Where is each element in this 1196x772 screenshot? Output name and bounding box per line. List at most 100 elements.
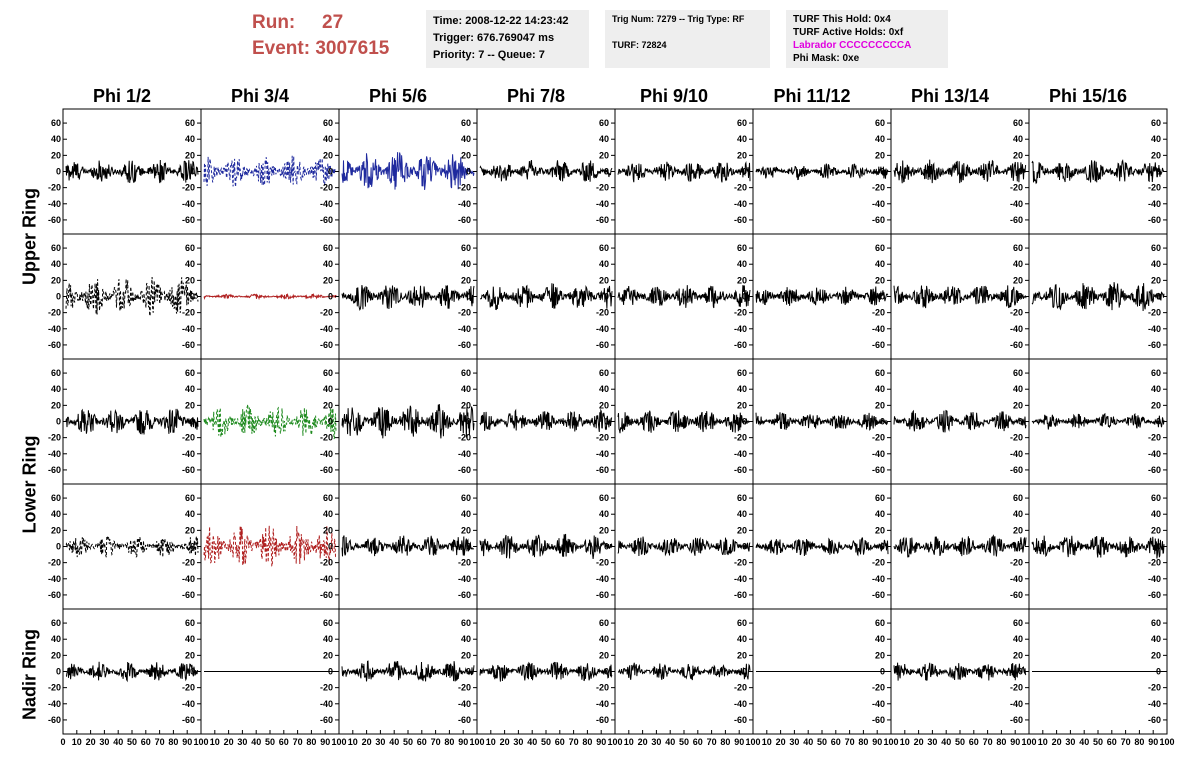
y-tick-label: -60 [458,215,471,225]
y-tick-label: 0 [742,167,747,177]
x-tick-label: 100 [1159,737,1174,747]
y-tick-label: -60 [458,590,471,600]
y-tick-label: -60 [596,590,609,600]
x-tick-label: 10 [486,737,496,747]
y-tick-label: 40 [1013,509,1023,519]
x-tick-label: 80 [168,737,178,747]
y-tick-label: 40 [599,509,609,519]
waveform-line [65,159,199,184]
y-tick-label: -60 [1148,465,1161,475]
y-tick-label: 0 [604,542,609,552]
y-tick-label: 0 [56,167,61,177]
waveform-line [65,661,199,683]
y-tick-label: 20 [323,400,333,410]
y-tick-label: -20 [1148,183,1161,193]
y-tick-label: 0 [880,667,885,677]
y-tick-label: 40 [461,259,471,269]
y-tick-label: 40 [737,384,747,394]
y-tick-label: -60 [734,465,747,475]
y-tick-label: 20 [737,650,747,660]
x-tick-label: 100 [193,737,208,747]
waveform-line [1031,282,1165,312]
x-tick-label: 30 [1065,737,1075,747]
y-tick-label: 40 [599,384,609,394]
x-tick-label: 100 [607,737,622,747]
x-tick-label: 60 [831,737,841,747]
y-tick-label: 60 [323,243,333,253]
x-tick-label: 70 [845,737,855,747]
y-tick-label: -40 [1148,574,1161,584]
y-tick-label: 60 [737,243,747,253]
x-tick-label: 40 [803,737,813,747]
y-tick-label: -60 [596,465,609,475]
turf-this-hold-text: TURF This Hold: 0x4 [793,14,891,25]
y-tick-label: 20 [323,650,333,660]
y-tick-label: -40 [182,699,195,709]
y-tick-label: -20 [1148,433,1161,443]
y-tick-label: -20 [182,683,195,693]
y-tick-label: 40 [461,634,471,644]
x-tick-label: 70 [707,737,717,747]
y-tick-label: -60 [1148,215,1161,225]
y-tick-label: 20 [51,650,61,660]
y-tick-label: 40 [461,134,471,144]
y-tick-label: 60 [1013,618,1023,628]
x-tick-label: 40 [389,737,399,747]
labrador-text: Labrador CCCCCCCCCA [793,40,912,51]
y-tick-label: -20 [48,308,61,318]
y-tick-label: 40 [185,134,195,144]
waveform-line [65,276,199,317]
y-tick-label: -40 [596,449,609,459]
y-tick-label: 0 [328,542,333,552]
y-tick-label: 20 [323,150,333,160]
y-tick-label: 60 [599,493,609,503]
y-tick-label: 0 [328,167,333,177]
run-event-box: Run: 27 Event: 3007615 [252,10,389,62]
panel-frame [62,358,202,485]
x-tick-label: 20 [776,737,786,747]
y-tick-label: -60 [320,465,333,475]
x-tick-label: 30 [99,737,109,747]
y-tick-label: 60 [1151,368,1161,378]
y-tick-label: -20 [596,433,609,443]
x-tick-label: 100 [1021,737,1036,747]
y-tick-label: 20 [737,275,747,285]
x-tick-label: 30 [513,737,523,747]
y-tick-label: 20 [737,525,747,535]
y-tick-label: 20 [461,150,471,160]
y-tick-label: 40 [461,509,471,519]
y-tick-label: 60 [875,118,885,128]
x-tick-label: 20 [914,737,924,747]
waveform-line [480,283,613,311]
y-tick-label: 60 [599,118,609,128]
y-tick-label: -40 [320,449,333,459]
y-tick-label: -40 [1148,449,1161,459]
y-tick-label: -40 [734,699,747,709]
x-tick-label: 20 [1052,737,1062,747]
y-tick-label: -20 [1010,683,1023,693]
x-tick-label: 80 [444,737,454,747]
x-tick-label: 50 [817,737,827,747]
y-tick-label: 0 [190,542,195,552]
y-tick-label: 40 [1151,384,1161,394]
y-tick-label: -40 [48,324,61,334]
x-tick-label: 70 [293,737,303,747]
y-tick-label: -60 [48,465,61,475]
y-tick-label: 40 [599,634,609,644]
y-tick-label: -60 [182,340,195,350]
y-tick-label: 40 [1151,509,1161,519]
y-tick-label: 60 [875,368,885,378]
y-tick-label: -60 [458,340,471,350]
y-tick-label: -60 [1148,715,1161,725]
y-tick-label: 0 [1156,167,1161,177]
y-tick-label: 20 [185,650,195,660]
y-tick-label: -40 [458,699,471,709]
waveform-line [1031,159,1165,185]
y-tick-label: 20 [1151,525,1161,535]
waveform-line [617,536,751,557]
y-tick-label: 60 [185,118,195,128]
waveform-line [479,160,613,182]
y-tick-label: 40 [737,509,747,519]
y-tick-label: -60 [182,590,195,600]
x-tick-label: 30 [651,737,661,747]
